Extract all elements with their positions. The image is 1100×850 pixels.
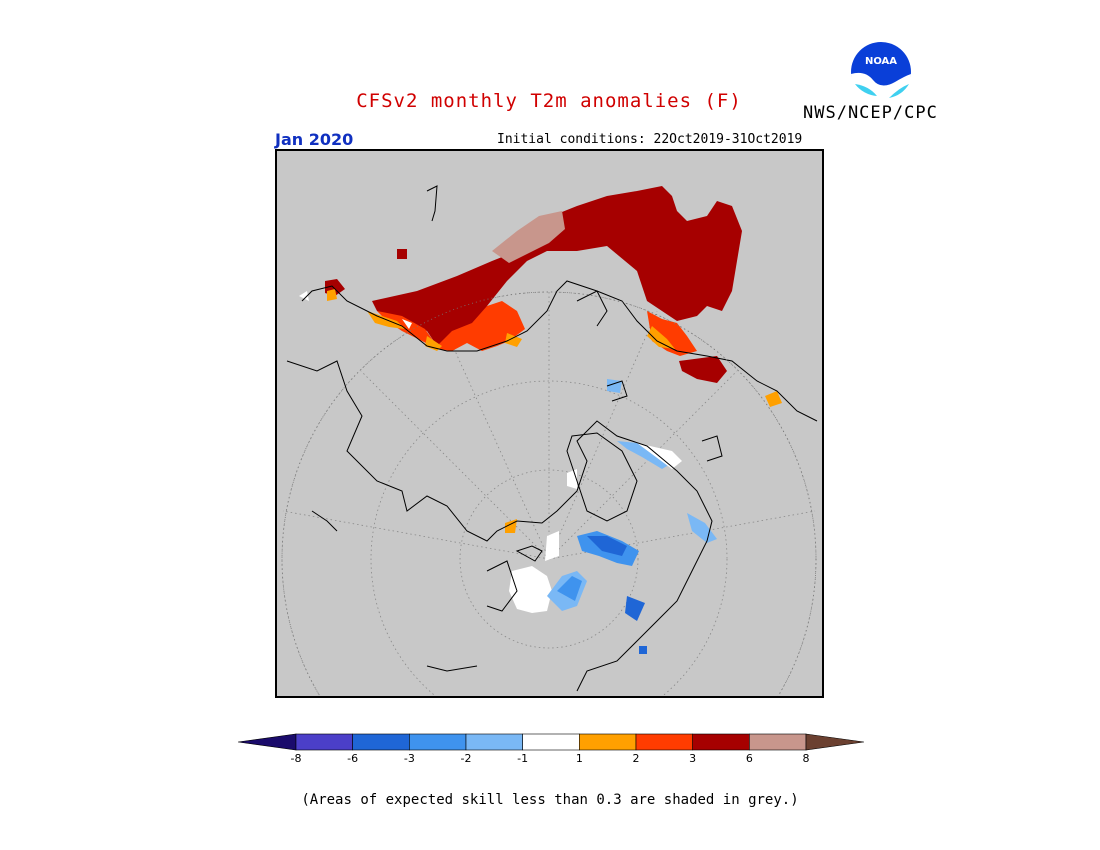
color-bin xyxy=(749,733,807,751)
agency-label: NWS/NCEP/CPC xyxy=(803,103,938,123)
cool-anomaly-north-america xyxy=(505,379,717,654)
color-bin xyxy=(805,733,864,751)
map-title: CFSv2 monthly T2m anomalies (F) xyxy=(356,90,742,112)
color-scale-bar xyxy=(238,733,864,751)
color-scale-tick-label: -6 xyxy=(347,752,359,765)
color-scale-tick-label: 3 xyxy=(689,752,697,765)
polar-map xyxy=(275,149,824,698)
noaa-logo: NOAA xyxy=(850,41,912,104)
color-scale-tick-label: -1 xyxy=(517,752,529,765)
color-bin xyxy=(352,733,410,751)
color-bin xyxy=(409,733,467,751)
color-bin xyxy=(465,733,523,751)
color-bin xyxy=(579,733,637,751)
color-bin xyxy=(635,733,693,751)
initial-conditions: Initial conditions: 22Oct2019-31Oct2019 xyxy=(497,132,803,147)
color-bin xyxy=(522,733,580,751)
color-scale-tick-label: -2 xyxy=(460,752,472,765)
forecast-month: Jan 2020 xyxy=(275,130,354,149)
coastlines xyxy=(286,185,818,692)
color-scale-tick-label: 2 xyxy=(632,752,640,765)
noaa-logo-text: NOAA xyxy=(865,56,897,67)
skill-note: (Areas of expected skill less than 0.3 a… xyxy=(301,792,799,808)
color-bin xyxy=(295,733,353,751)
color-scale-tick-label: -3 xyxy=(403,752,415,765)
color-bin xyxy=(238,733,297,751)
color-bin xyxy=(692,733,750,751)
color-scale-tick-label: 8 xyxy=(802,752,810,765)
color-scale-tick-label: 1 xyxy=(575,752,583,765)
color-scale-tick-label: -8 xyxy=(290,752,302,765)
warm-anomaly-eurasia xyxy=(299,186,782,407)
graticule xyxy=(281,291,817,696)
color-scale-tick-label: 6 xyxy=(745,752,753,765)
